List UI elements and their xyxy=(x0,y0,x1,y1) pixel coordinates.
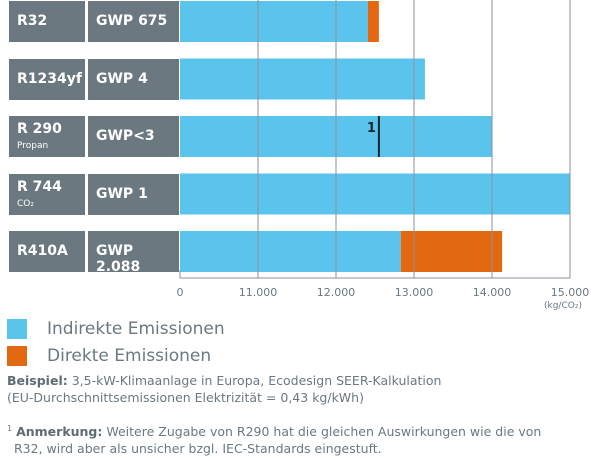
legend-swatch-direct xyxy=(7,346,27,366)
legend-swatch-indirect xyxy=(7,319,27,339)
refrigerant-name: R1234yf xyxy=(17,70,82,87)
footnote-bold: Anmerkung: xyxy=(16,424,103,440)
gwp-label: GWP<3 xyxy=(88,116,179,157)
example-note: Beispiel: 3,5-kW-Klimaanlage in Europa, … xyxy=(7,372,441,406)
bar-indirect xyxy=(180,58,425,100)
bar-indirect xyxy=(180,173,570,215)
refrigerant-name: R 744 xyxy=(17,178,62,195)
gwp-value: GWP 675 xyxy=(96,13,168,29)
legend-item-indirect: Indirekte Emissionen xyxy=(7,319,225,339)
gwp-label: GWP 1 xyxy=(88,173,179,215)
x-tick-label: 14.000 xyxy=(472,286,512,299)
gwp-label: GWP 675 xyxy=(88,1,179,42)
x-tick-label: 11.000 xyxy=(238,286,278,299)
x-tick-label: 15.000 xyxy=(550,286,590,299)
category-label: R 744 CO₂ xyxy=(9,173,85,215)
footnote-line2: R32, wird aber als unsicher bzgl. IEC-St… xyxy=(14,441,382,457)
gwp-value: GWP 2.088 xyxy=(96,243,141,275)
category-label: R32 xyxy=(9,1,85,42)
legend-label: Indirekte Emissionen xyxy=(47,319,225,339)
footnote-sup: 1 xyxy=(7,424,13,433)
bar-direct xyxy=(400,231,503,272)
bar-indirect xyxy=(180,1,368,42)
legend-label: Direkte Emissionen xyxy=(47,346,212,366)
legend-item-direct: Direkte Emissionen xyxy=(7,346,211,366)
bar-chart: 1 xyxy=(179,0,571,279)
refrigerant-sublabel: CO₂ xyxy=(17,198,34,209)
refrigerant-sublabel: Propan xyxy=(17,141,49,151)
gwp-label: GWP 4 xyxy=(88,58,179,100)
category-label: R410A xyxy=(9,231,85,272)
x-tick-label: 12.000 xyxy=(316,286,356,299)
gwp-label: GWP 2.088 xyxy=(88,231,179,275)
category-label: R 290 Propan xyxy=(9,116,85,157)
footnote-text: Weitere Zugabe von R290 hat die gleichen… xyxy=(102,424,542,440)
bar-indirect xyxy=(180,231,401,272)
refrigerant-name: R 290 xyxy=(17,121,62,137)
example-line2: (EU-Durchschnittsemissionen Elektrizität… xyxy=(7,390,364,405)
example-text: 3,5-kW-Klimaanlage in Europa, Ecodesign … xyxy=(67,373,442,388)
x-axis-unit: (kg/CO₂) xyxy=(544,301,582,311)
gwp-value: GWP 4 xyxy=(96,70,148,87)
footnote-marker-label: 1 xyxy=(367,121,376,136)
category-label: R1234yf xyxy=(9,58,85,100)
x-tick-label: 13.000 xyxy=(394,286,434,299)
footnote: 1 Anmerkung: Weitere Zugabe von R290 hat… xyxy=(7,420,541,457)
refrigerant-name: R410A xyxy=(17,243,68,259)
example-bold: Beispiel: xyxy=(7,373,68,388)
refrigerant-name: R32 xyxy=(17,13,48,29)
gwp-value: GWP<3 xyxy=(96,128,155,144)
x-tick-label: 0 xyxy=(176,286,184,299)
bar-direct xyxy=(367,1,379,42)
gwp-value: GWP 1 xyxy=(96,185,148,202)
